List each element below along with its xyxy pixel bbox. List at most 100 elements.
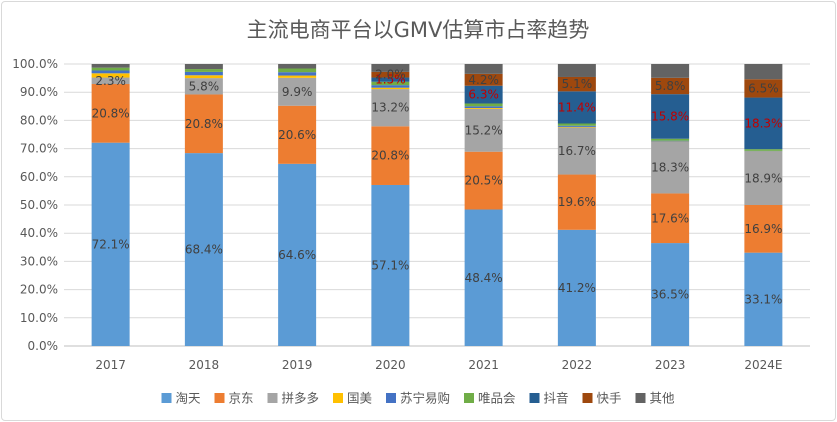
data-label: 18.9% xyxy=(744,171,782,185)
bar-segment xyxy=(557,127,596,175)
bar-segment xyxy=(557,64,596,77)
bar-segment xyxy=(557,76,596,92)
bar-segment xyxy=(744,151,783,205)
data-label: 18.3% xyxy=(651,161,689,175)
x-tick-label: 2019 xyxy=(282,358,313,372)
chart-title: 主流电商平台以GMV估算市占率趋势 xyxy=(247,18,590,42)
bar-segment xyxy=(557,123,596,126)
data-labels: 72.1% 20.8% 2.3% 68.4% 20.8% 5.8% 64.6% 20.6% 9.… xyxy=(92,68,783,307)
data-label: 2.3% xyxy=(95,74,126,88)
bar-segment xyxy=(464,151,503,210)
data-label: 16.7% xyxy=(558,144,596,158)
y-tick-label: 0.0% xyxy=(28,339,59,353)
bar-segment xyxy=(371,87,410,90)
legend-swatch xyxy=(386,393,396,403)
bar-segment xyxy=(278,72,317,76)
legend-swatch xyxy=(582,393,593,403)
bar-segment xyxy=(651,141,690,194)
legend-item: 苏宁易购 xyxy=(386,391,450,406)
y-axis: 0.0% 10.0% 20.0% 30.0% 40.0% 50.0% 60.0% 70.0% 8… xyxy=(12,57,58,353)
y-tick-label: 100.0% xyxy=(12,57,58,71)
data-label: 20.8% xyxy=(185,117,223,131)
bar-segment xyxy=(464,85,503,104)
legend-label: 快手 xyxy=(597,391,622,406)
legend-item: 抖音 xyxy=(529,391,569,406)
bar-segment xyxy=(278,68,317,73)
y-tick-label: 50.0% xyxy=(20,198,58,212)
bar-segment xyxy=(371,85,410,88)
bar-segment xyxy=(557,229,596,346)
bar-segment xyxy=(464,108,503,152)
gridlines xyxy=(64,63,810,347)
legend-label: 京东 xyxy=(229,391,254,406)
bar-segment xyxy=(651,193,690,244)
data-label: 6.3% xyxy=(468,88,499,102)
data-label: 4.2% xyxy=(468,73,499,87)
bar-segment xyxy=(744,149,783,151)
bar-segment xyxy=(371,64,410,72)
data-label: 17.6% xyxy=(651,211,689,225)
data-label: 2.0% xyxy=(375,68,406,82)
y-tick-label: 30.0% xyxy=(20,254,58,268)
data-label: 20.6% xyxy=(278,128,316,142)
legend-swatch xyxy=(161,393,172,403)
bar-segment xyxy=(744,205,783,253)
legend-item: 唯品会 xyxy=(464,391,516,406)
data-label: 15.2% xyxy=(465,123,503,137)
bar-segment xyxy=(91,77,130,85)
bar-segment xyxy=(371,126,410,185)
data-label: 18.3% xyxy=(744,116,782,130)
data-label: 13.2% xyxy=(371,101,409,115)
bar-segment xyxy=(91,64,130,68)
legend-swatch xyxy=(635,393,646,403)
legend-swatch xyxy=(214,393,225,403)
bar-segment xyxy=(278,77,317,106)
x-tick-label: 2023 xyxy=(655,358,686,372)
bar-segment xyxy=(278,105,317,164)
x-tick-label: 2020 xyxy=(375,358,406,372)
bars xyxy=(91,64,783,346)
legend-label: 唯品会 xyxy=(478,391,516,406)
data-label: 5.1% xyxy=(562,77,593,91)
data-label: 36.5% xyxy=(651,288,689,302)
bar-segment xyxy=(184,71,223,76)
bar-segment xyxy=(371,71,410,78)
x-tick-label: 2017 xyxy=(95,358,126,372)
legend-swatch xyxy=(267,393,278,403)
data-label: 5.8% xyxy=(655,79,686,93)
data-label: 20.8% xyxy=(371,149,409,163)
data-label: 72.1% xyxy=(92,237,130,251)
bar-segment xyxy=(91,142,130,346)
legend: 淘天 京东 拼多多 国美 苏宁易购 唯品会 抖音 快手 其他 xyxy=(161,391,675,406)
legend-label: 苏宁易购 xyxy=(400,391,450,406)
legend-item: 淘天 xyxy=(161,391,202,406)
data-label: 9.9% xyxy=(282,85,313,99)
legend-label: 抖音 xyxy=(544,391,569,406)
bar-segment xyxy=(651,243,690,346)
legend-label: 淘天 xyxy=(176,391,202,406)
bar-segment xyxy=(278,75,317,78)
bar-segment xyxy=(464,73,503,86)
x-tick-label: 2021 xyxy=(468,358,499,372)
data-label: 19.6% xyxy=(558,195,596,209)
bar-segment xyxy=(184,78,223,95)
bar-segment xyxy=(464,64,503,74)
y-tick-label: 10.0% xyxy=(20,311,58,325)
legend-item: 快手 xyxy=(582,391,622,406)
bar-segment xyxy=(91,67,130,71)
y-tick-label: 80.0% xyxy=(20,113,58,127)
bar-segment xyxy=(184,75,223,79)
data-label: 64.6% xyxy=(278,248,316,262)
bar-segment xyxy=(371,184,410,346)
x-axis: 2017 2018 2019 2020 2021 2022 2023 2024E xyxy=(95,358,782,372)
y-tick-label: 40.0% xyxy=(20,226,58,240)
legend-item: 国美 xyxy=(333,391,372,406)
bar-segment xyxy=(464,107,503,109)
bar-segment xyxy=(278,64,317,69)
bar-segment xyxy=(91,70,130,74)
bar-segment xyxy=(651,140,690,142)
bar-segment xyxy=(557,91,596,124)
bar-segment xyxy=(744,64,783,80)
legend-item: 拼多多 xyxy=(267,391,319,406)
